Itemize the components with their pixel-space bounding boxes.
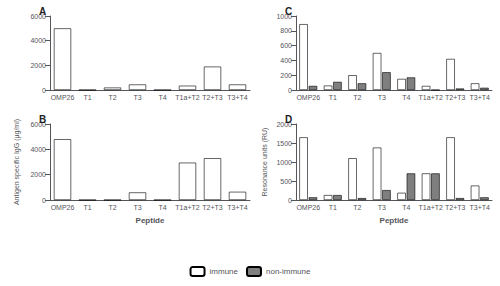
svg-text:T1a+T2: T1a+T2 bbox=[175, 94, 199, 101]
svg-text:T4: T4 bbox=[158, 94, 166, 101]
svg-text:A: A bbox=[39, 6, 46, 17]
svg-text:Antigen specific IgG (μg/ml): Antigen specific IgG (μg/ml) bbox=[13, 119, 21, 205]
svg-text:OMP26: OMP26 bbox=[296, 204, 320, 211]
svg-text:2000: 2000 bbox=[30, 62, 46, 69]
svg-text:0: 0 bbox=[42, 87, 46, 94]
svg-text:Resonance units (RU): Resonance units (RU) bbox=[261, 128, 269, 197]
svg-text:4000: 4000 bbox=[30, 146, 46, 153]
svg-text:1000: 1000 bbox=[276, 159, 292, 166]
svg-text:B: B bbox=[39, 114, 46, 125]
svg-text:T2+T3: T2+T3 bbox=[202, 204, 223, 211]
svg-text:T2: T2 bbox=[353, 204, 361, 211]
svg-text:T3+T4: T3+T4 bbox=[227, 204, 248, 211]
svg-text:T3: T3 bbox=[133, 204, 141, 211]
svg-text:500: 500 bbox=[280, 178, 292, 185]
svg-text:T2: T2 bbox=[108, 204, 116, 211]
svg-text:200: 200 bbox=[280, 72, 292, 79]
svg-text:OMP26: OMP26 bbox=[296, 94, 320, 101]
svg-text:T1a+T2: T1a+T2 bbox=[419, 204, 443, 211]
svg-text:0: 0 bbox=[288, 87, 292, 94]
svg-text:T1a+T2: T1a+T2 bbox=[419, 94, 443, 101]
svg-text:T3+T4: T3+T4 bbox=[227, 94, 248, 101]
svg-text:Peptide: Peptide bbox=[380, 216, 409, 225]
svg-text:T1: T1 bbox=[329, 204, 337, 211]
svg-text:T4: T4 bbox=[158, 204, 166, 211]
svg-text:T3+T4: T3+T4 bbox=[470, 94, 491, 101]
svg-text:400: 400 bbox=[280, 57, 292, 64]
svg-text:D: D bbox=[285, 114, 292, 125]
svg-text:T2: T2 bbox=[353, 94, 361, 101]
svg-text:T2+T3: T2+T3 bbox=[202, 94, 223, 101]
svg-text:T4: T4 bbox=[402, 204, 410, 211]
svg-text:T2+T3: T2+T3 bbox=[445, 204, 466, 211]
svg-text:Peptide: Peptide bbox=[136, 216, 165, 225]
svg-text:T3+T4: T3+T4 bbox=[470, 204, 491, 211]
svg-text:600: 600 bbox=[280, 42, 292, 49]
svg-text:T3: T3 bbox=[133, 94, 141, 101]
svg-text:800: 800 bbox=[280, 27, 292, 34]
svg-text:T2: T2 bbox=[108, 94, 116, 101]
svg-text:4000: 4000 bbox=[30, 37, 46, 44]
svg-text:T1: T1 bbox=[83, 204, 91, 211]
svg-text:1500: 1500 bbox=[276, 140, 292, 147]
svg-text:non-immune: non-immune bbox=[266, 267, 311, 276]
svg-text:OMP26: OMP26 bbox=[51, 94, 75, 101]
svg-text:C: C bbox=[285, 6, 292, 17]
svg-text:T1: T1 bbox=[83, 94, 91, 101]
svg-text:OMP26: OMP26 bbox=[51, 204, 75, 211]
svg-text:T1: T1 bbox=[329, 94, 337, 101]
svg-text:2000: 2000 bbox=[30, 171, 46, 178]
svg-text:T3: T3 bbox=[378, 204, 386, 211]
svg-text:0: 0 bbox=[42, 197, 46, 204]
svg-text:immune: immune bbox=[210, 267, 239, 276]
svg-text:T3: T3 bbox=[378, 94, 386, 101]
svg-text:0: 0 bbox=[288, 197, 292, 204]
svg-text:T2+T3: T2+T3 bbox=[445, 94, 466, 101]
svg-text:T4: T4 bbox=[402, 94, 410, 101]
svg-text:T1a+T2: T1a+T2 bbox=[175, 204, 199, 211]
